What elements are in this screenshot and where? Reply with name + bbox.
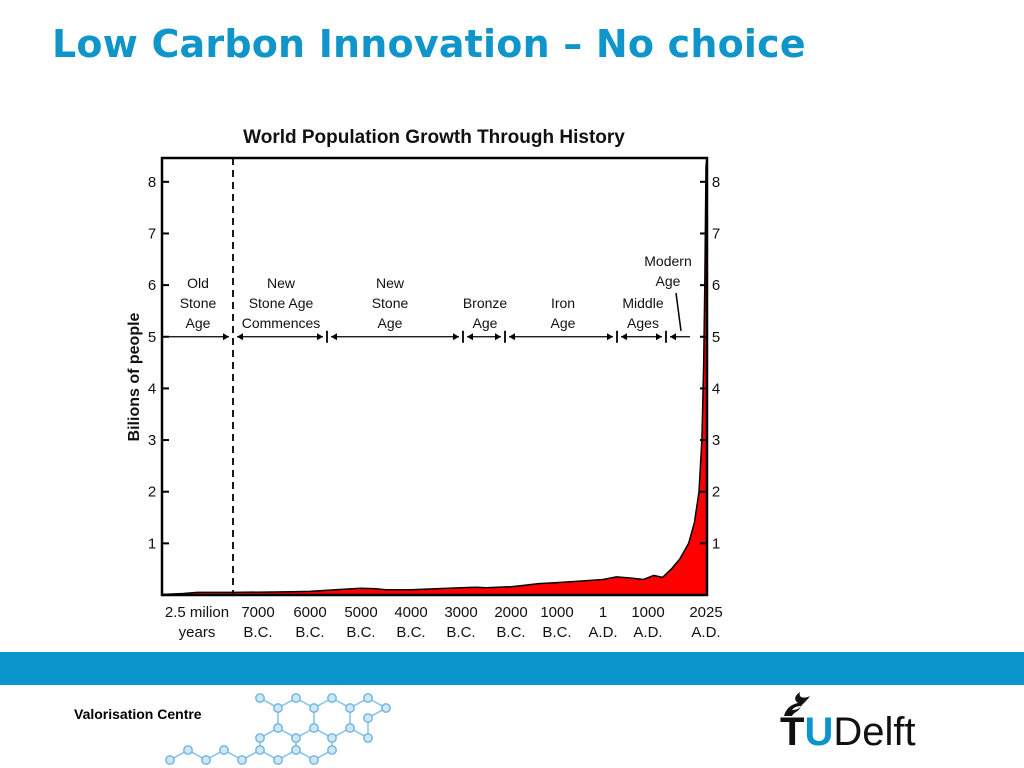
era-arrow-right xyxy=(495,333,501,341)
y-tick-label-left: 6 xyxy=(148,277,156,294)
era-label: Commences xyxy=(242,315,321,331)
y-tick-label-left: 1 xyxy=(148,535,156,552)
era-label: Iron xyxy=(551,295,575,311)
era-arrow-left xyxy=(621,333,627,341)
era-label: Modern xyxy=(644,253,691,269)
y-tick-label-right: 1 xyxy=(712,535,720,552)
era-arrow-left xyxy=(237,333,243,341)
y-tick-label-left: 8 xyxy=(148,174,156,191)
era-label: Age xyxy=(656,273,681,289)
era-label: Age xyxy=(186,315,211,331)
era-label: Middle xyxy=(622,295,663,311)
era-label: Stone xyxy=(180,295,217,311)
era-arrow-left xyxy=(467,333,473,341)
era-arrow-right xyxy=(223,333,229,341)
x-tick-label-bottom: B.C. xyxy=(542,624,571,641)
y-tick-label-left: 4 xyxy=(148,380,156,397)
x-tick-label-top: 1000 xyxy=(540,604,573,621)
population-area xyxy=(161,157,708,596)
x-tick-label-top: 2.5 milion xyxy=(165,604,229,621)
y-tick-label-right: 4 xyxy=(712,380,720,397)
era-arrow-right xyxy=(607,333,613,341)
era-arrow-left xyxy=(670,333,676,341)
tu-logo-delft: Delft xyxy=(833,710,916,754)
y-tick-label-left: 5 xyxy=(148,329,156,346)
tu-logo-u: U xyxy=(804,710,834,754)
y-tick-label-left: 7 xyxy=(148,225,156,242)
x-tick-label-bottom: A.D. xyxy=(633,624,662,641)
era-label: Stone xyxy=(372,295,409,311)
tu-delft-logo: TUDelft xyxy=(778,690,948,760)
era-label: Ages xyxy=(627,315,659,331)
era-label: Age xyxy=(378,315,403,331)
x-tick-label-bottom: B.C. xyxy=(396,624,425,641)
x-tick-label-top: 3000 xyxy=(444,604,477,621)
x-tick-label-top: 1000 xyxy=(631,604,664,621)
x-tick-label-bottom: A.D. xyxy=(588,624,617,641)
y-tick-label-right: 5 xyxy=(712,329,720,346)
x-tick-label-bottom: B.C. xyxy=(496,624,525,641)
valorisation-centre-label: Valorisation Centre xyxy=(74,706,202,722)
era-arrow-left xyxy=(509,333,515,341)
era-arrow-right xyxy=(317,333,323,341)
y-tick-label-left: 3 xyxy=(148,432,156,449)
x-tick-label-top: 2000 xyxy=(494,604,527,621)
x-tick-label-bottom: A.D. xyxy=(691,624,720,641)
era-label: New xyxy=(376,275,405,291)
y-tick-label-right: 6 xyxy=(712,277,720,294)
flame-icon xyxy=(784,692,810,716)
population-chart: World Population Growth Through History 1… xyxy=(126,127,723,641)
modern-age-pointer xyxy=(675,292,682,332)
x-tick-label-top: 2025 xyxy=(689,604,722,621)
x-tick-label-bottom: years xyxy=(179,624,216,641)
molecule-network-icon xyxy=(165,693,391,765)
x-tick-label-top: 6000 xyxy=(293,604,326,621)
x-tick-label-bottom: B.C. xyxy=(243,624,272,641)
x-tick-label-top: 4000 xyxy=(394,604,427,621)
slide-title: Low Carbon Innovation – No choice xyxy=(52,22,806,66)
x-tick-label-top: 1 xyxy=(599,604,607,621)
x-tick-label-bottom: B.C. xyxy=(295,624,324,641)
era-arrow-right xyxy=(453,333,459,341)
y-axis-label: Bilions of people xyxy=(126,312,143,441)
y-tick-label-right: 2 xyxy=(712,484,720,501)
y-tick-label-right: 7 xyxy=(712,225,720,242)
x-tick-label-bottom: B.C. xyxy=(446,624,475,641)
y-tick-label-left: 2 xyxy=(148,484,156,501)
x-tick-label-bottom: B.C. xyxy=(346,624,375,641)
tu-delft-wordmark: TUDelft xyxy=(780,712,916,752)
chart-title: World Population Growth Through History xyxy=(243,127,625,148)
era-label: Age xyxy=(473,315,498,331)
era-label: Age xyxy=(551,315,576,331)
footer-band xyxy=(0,652,1024,685)
era-arrow-left xyxy=(331,333,337,341)
y-tick-label-right: 8 xyxy=(712,174,720,191)
population-chart-svg: World Population Growth Through History 1… xyxy=(126,127,723,641)
plot-frame xyxy=(160,156,709,597)
x-tick-label-top: 5000 xyxy=(344,604,377,621)
x-tick-label-top: 7000 xyxy=(241,604,274,621)
y-tick-label-right: 3 xyxy=(712,432,720,449)
era-label: Old xyxy=(187,275,209,291)
era-label: Stone Age xyxy=(249,295,314,311)
tu-logo-t: T xyxy=(780,710,805,754)
era-arrow-right xyxy=(656,333,662,341)
era-label: Bronze xyxy=(463,295,508,311)
era-label: New xyxy=(267,275,296,291)
